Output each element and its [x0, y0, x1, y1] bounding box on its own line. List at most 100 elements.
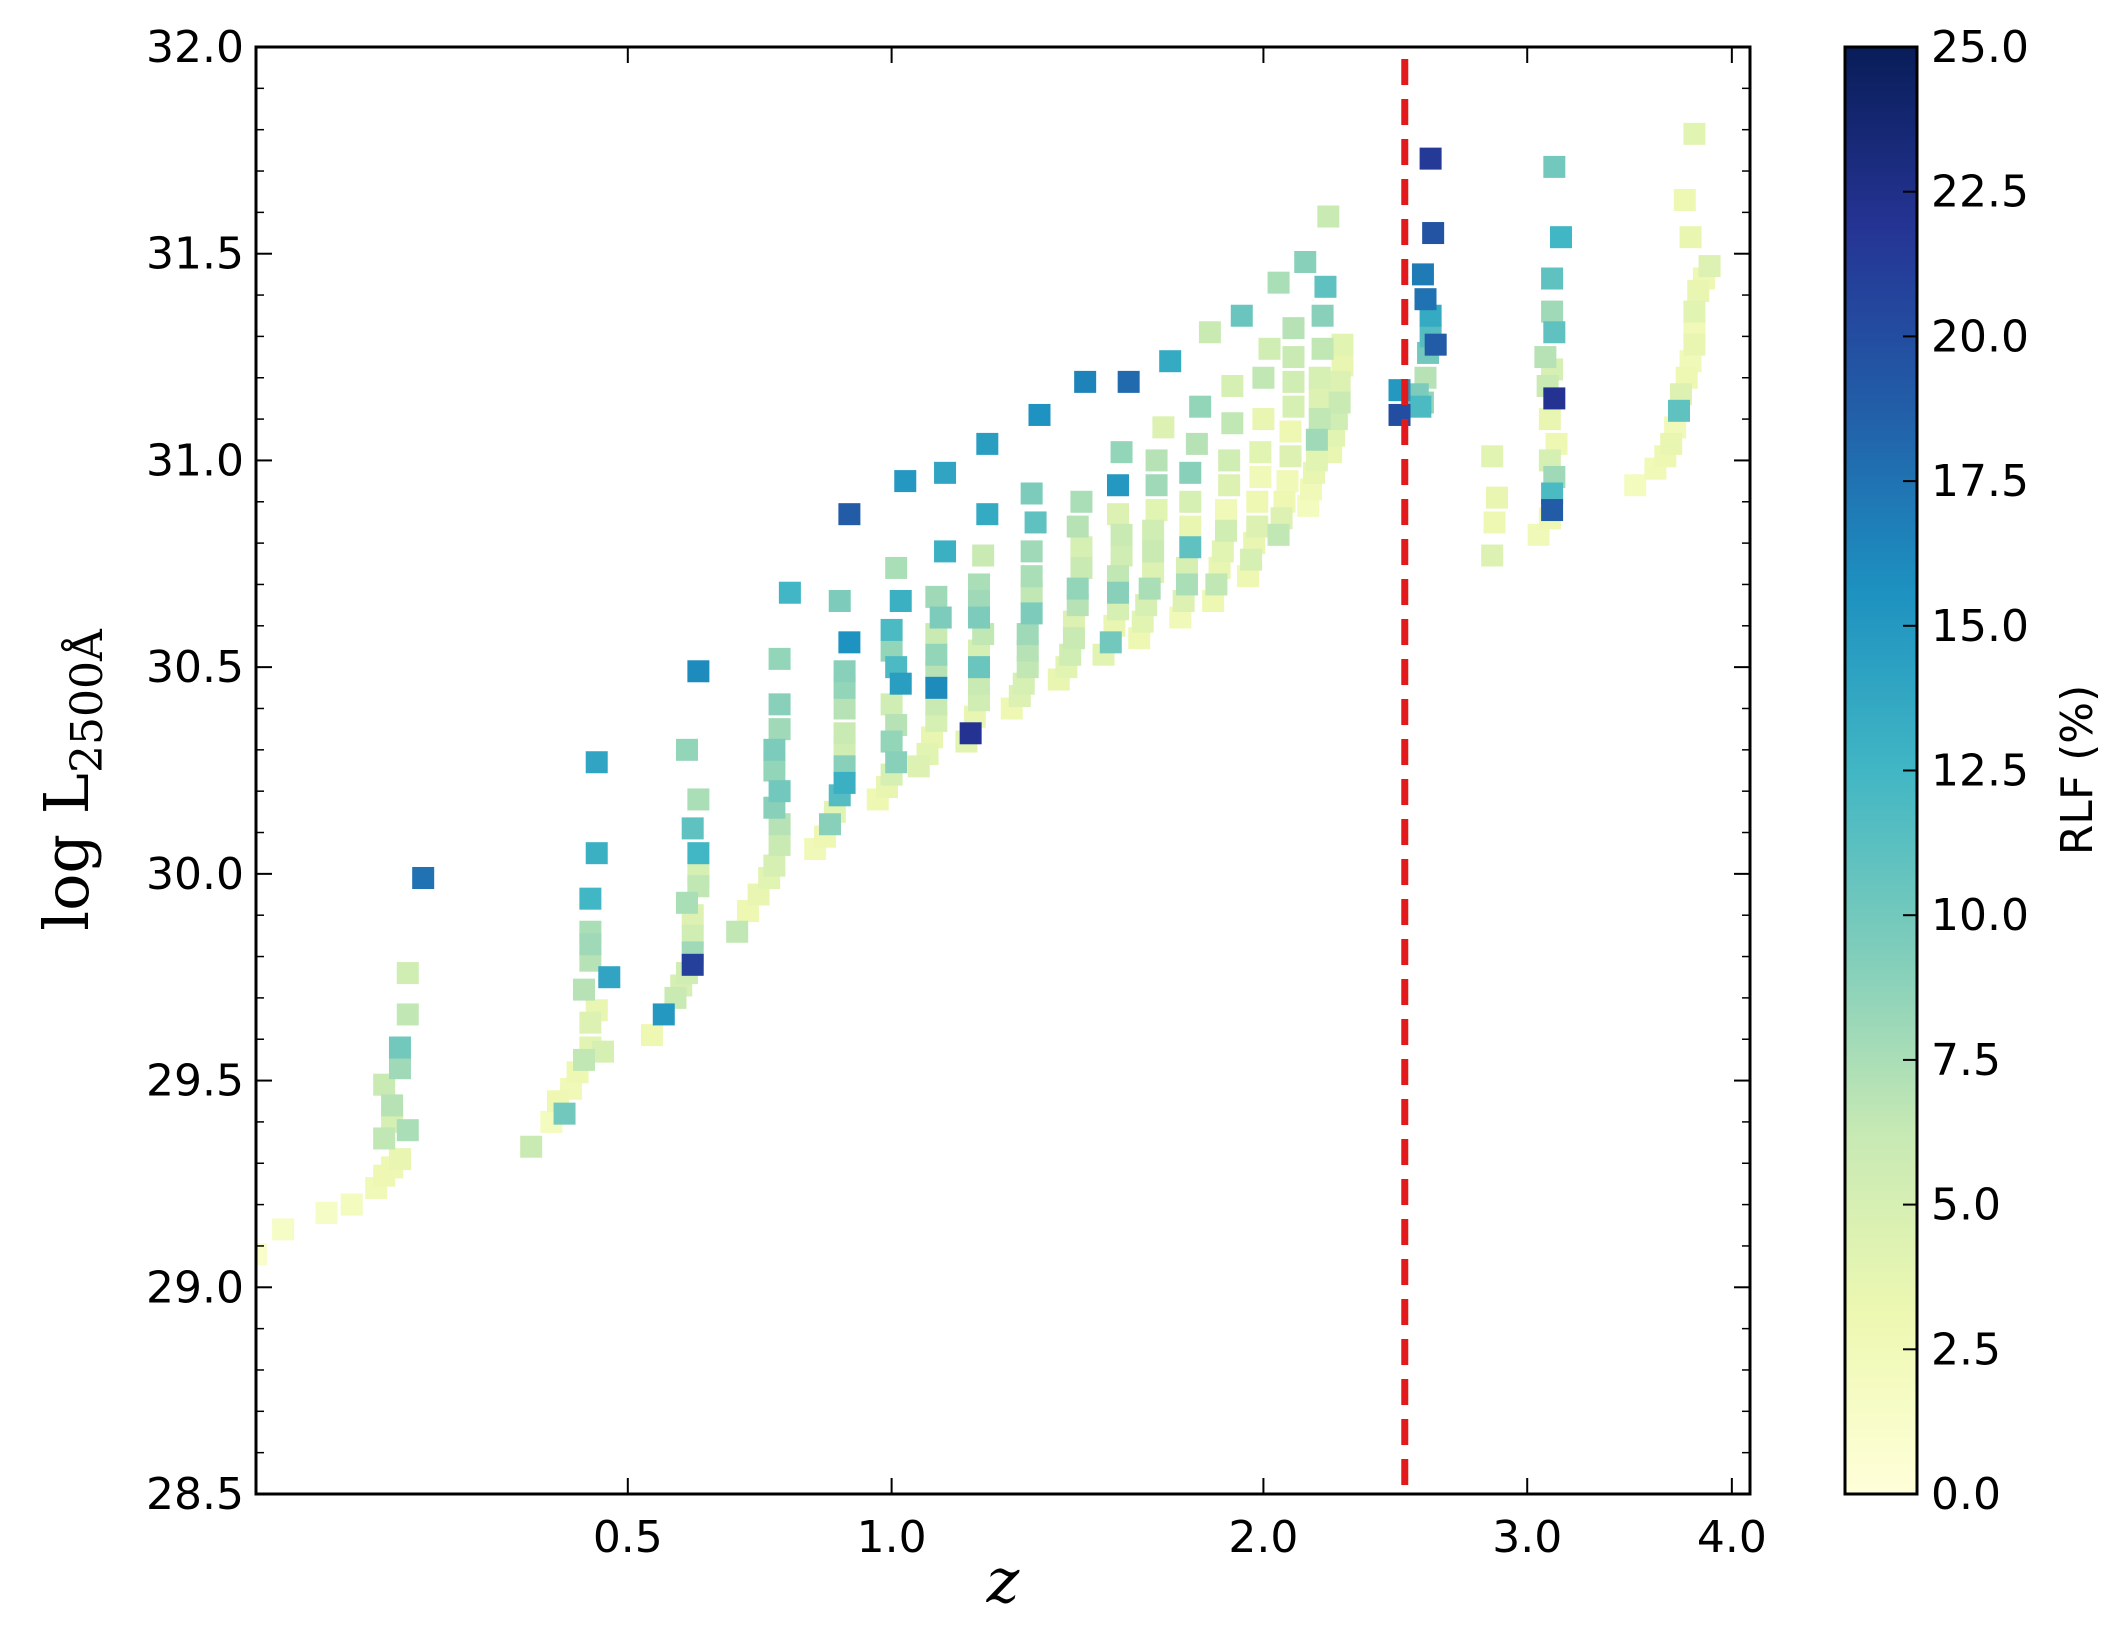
data-point	[1169, 606, 1192, 629]
data-point	[520, 1135, 543, 1158]
data-point	[598, 966, 621, 989]
data-point	[664, 986, 687, 1009]
data-point	[1422, 222, 1445, 245]
data-point	[768, 780, 791, 803]
data-point	[925, 643, 948, 666]
data-point	[396, 1119, 419, 1142]
data-point	[1074, 370, 1097, 393]
data-point	[1249, 465, 1272, 488]
data-point	[1485, 486, 1508, 509]
data-point	[833, 697, 856, 720]
data-point	[1145, 474, 1168, 497]
data-point	[1110, 441, 1133, 464]
data-point	[768, 718, 791, 741]
data-point	[1252, 366, 1275, 389]
data-point	[968, 672, 991, 695]
data-point	[1624, 474, 1647, 497]
data-point	[1249, 441, 1272, 464]
data-point	[1683, 300, 1706, 323]
data-point	[1414, 366, 1437, 389]
data-point	[972, 623, 995, 646]
data-point	[880, 618, 903, 641]
data-point	[1543, 155, 1566, 178]
data-point	[833, 755, 856, 778]
data-point	[1218, 449, 1241, 472]
data-point	[1117, 370, 1140, 393]
data-point	[687, 788, 710, 811]
colorbar-axis: 0.0 2.5 5.0 7.5 10.0 12.5 15.0 17.5 20.0 22.5 25.0	[1903, 22, 2029, 1520]
data-point	[1409, 395, 1432, 418]
data-point	[1024, 511, 1047, 534]
data-point	[1328, 391, 1351, 414]
data-point	[1411, 263, 1434, 286]
data-point	[925, 623, 948, 646]
data-point	[1142, 540, 1165, 563]
data-point	[763, 759, 786, 782]
data-point	[272, 1218, 295, 1241]
data-point	[1185, 432, 1208, 455]
data-point	[1279, 445, 1302, 468]
data-point	[1131, 610, 1154, 633]
colorbar-tick-label: 7.5	[1931, 1035, 2001, 1086]
data-point	[1012, 672, 1035, 695]
data-point	[1543, 387, 1566, 410]
data-point	[885, 656, 908, 679]
data-point	[1243, 532, 1266, 555]
data-point	[1669, 383, 1692, 406]
data-point	[1683, 333, 1706, 356]
data-point	[1325, 408, 1348, 431]
data-point	[1543, 321, 1566, 344]
data-point	[833, 660, 856, 683]
data-point	[1202, 589, 1225, 612]
data-point	[968, 606, 991, 629]
y-tick-label: 28.5	[146, 1469, 244, 1520]
data-point	[1218, 474, 1241, 497]
data-point	[1305, 428, 1328, 451]
data-point	[373, 1127, 396, 1150]
data-point	[907, 755, 930, 778]
data-point	[1198, 321, 1221, 344]
data-point	[1106, 503, 1129, 526]
data-point	[818, 813, 841, 836]
y-tick-label: 31.5	[146, 229, 244, 280]
data-point	[1110, 523, 1133, 546]
data-point	[1175, 556, 1198, 579]
data-point	[747, 883, 770, 906]
data-point	[880, 639, 903, 662]
data-point	[885, 714, 908, 737]
data-point	[256, 1243, 267, 1266]
data-point	[968, 656, 991, 679]
data-point	[963, 705, 986, 728]
y-tick-label: 30.0	[146, 849, 244, 900]
data-point	[885, 751, 908, 774]
colorbar-tick-label: 2.5	[1931, 1324, 2001, 1375]
data-point	[1419, 304, 1442, 327]
data-point	[1270, 507, 1293, 530]
data-point	[1305, 449, 1328, 472]
data-point	[1545, 432, 1568, 455]
data-point	[889, 672, 912, 695]
data-point	[681, 953, 704, 976]
colorbar-tick-label: 22.5	[1931, 167, 2029, 218]
data-point	[412, 866, 435, 889]
data-point	[1308, 366, 1331, 389]
data-point	[1534, 346, 1557, 369]
data-point	[1687, 279, 1710, 302]
data-point	[1541, 267, 1564, 290]
data-point	[1541, 300, 1564, 323]
data-point	[1279, 420, 1302, 443]
data-point	[1142, 519, 1165, 542]
data-point	[1138, 577, 1161, 600]
data-point	[579, 933, 602, 956]
y-tick-label: 29.0	[146, 1262, 244, 1313]
data-point	[1214, 519, 1237, 542]
data-point	[1667, 399, 1690, 422]
data-point	[1103, 614, 1126, 637]
data-point	[768, 647, 791, 670]
data-point	[1145, 449, 1168, 472]
data-point	[1282, 346, 1305, 369]
data-point	[833, 771, 856, 794]
data-point	[833, 722, 856, 745]
data-point	[388, 1148, 411, 1171]
data-point	[1221, 375, 1244, 398]
